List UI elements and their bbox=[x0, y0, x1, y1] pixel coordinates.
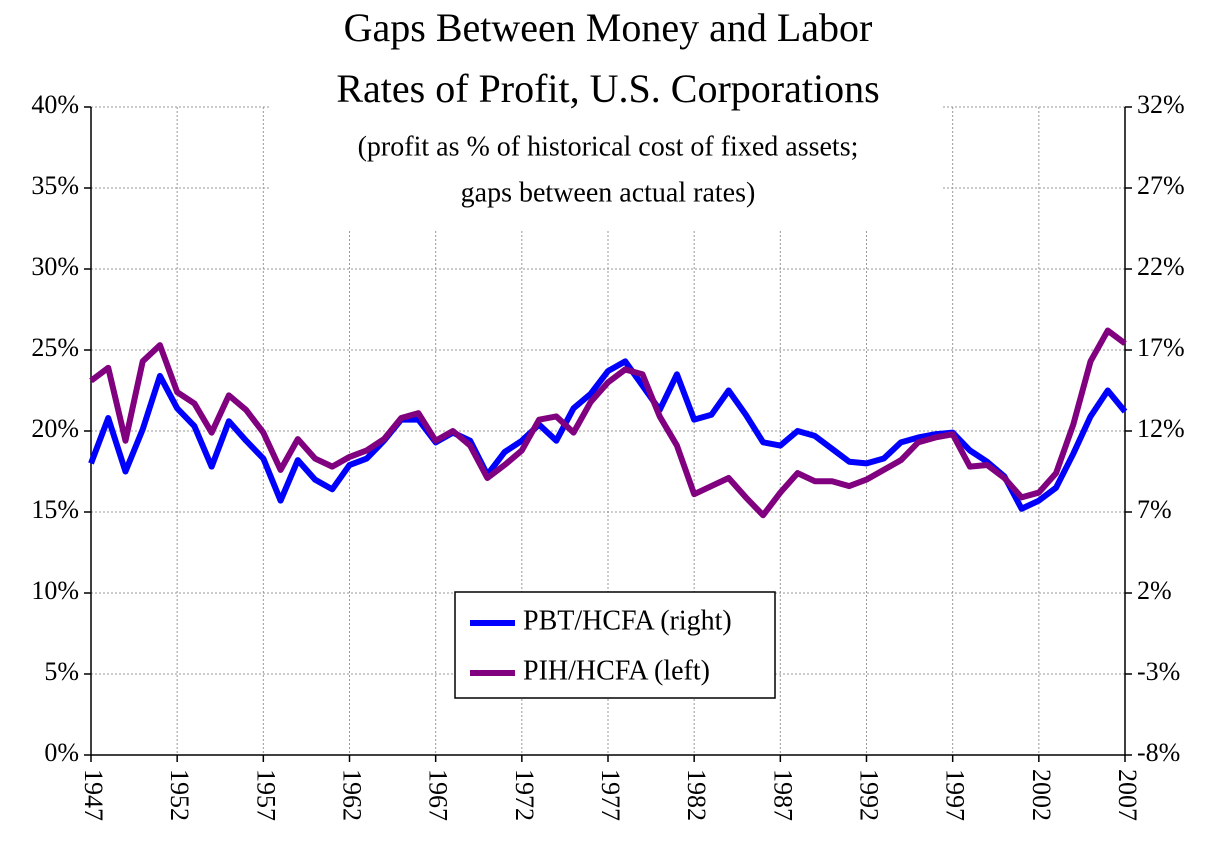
x-tick-label: 1997 bbox=[941, 769, 970, 821]
y2-tick-label: 12% bbox=[1137, 414, 1185, 443]
y-tick-label: 30% bbox=[31, 252, 79, 281]
y2-tick-label: 7% bbox=[1137, 495, 1172, 524]
x-tick-label: 1957 bbox=[251, 769, 280, 821]
y-tick-label: 10% bbox=[31, 576, 79, 605]
y2-tick-label: 2% bbox=[1137, 576, 1172, 605]
title-background bbox=[270, 0, 942, 230]
x-tick-label: 1952 bbox=[165, 769, 194, 821]
x-tick-label: 2007 bbox=[1113, 769, 1142, 821]
chart-subtitle: gaps between actual rates) bbox=[461, 177, 756, 208]
y-tick-label: 15% bbox=[31, 495, 79, 524]
y-tick-label: 5% bbox=[44, 657, 79, 686]
legend-label: PIH/HCFA (left) bbox=[523, 655, 710, 686]
x-tick-label: 1992 bbox=[855, 769, 884, 821]
x-tick-label: 1982 bbox=[682, 769, 711, 821]
x-tick-label: 1987 bbox=[768, 769, 797, 821]
x-tick-label: 1977 bbox=[596, 769, 625, 821]
y2-tick-label: 32% bbox=[1137, 90, 1185, 119]
x-tick-label: 1962 bbox=[338, 769, 367, 821]
legend-box bbox=[454, 591, 776, 699]
y-tick-label: 40% bbox=[31, 90, 79, 119]
data-line bbox=[89, 327, 1127, 519]
y2-tick-label: -3% bbox=[1137, 657, 1180, 686]
y-tick-label: 0% bbox=[44, 738, 79, 767]
y-tick-label: 25% bbox=[31, 333, 79, 362]
x-tick-label: 1947 bbox=[79, 769, 108, 821]
y2-tick-label: 22% bbox=[1137, 252, 1185, 281]
y-tick-label: 20% bbox=[31, 414, 79, 443]
y-tick-label: 35% bbox=[31, 171, 79, 200]
chart-title: Gaps Between Money and Labor bbox=[344, 5, 873, 50]
y2-tick-label: 17% bbox=[1137, 333, 1185, 362]
x-tick-label: 1972 bbox=[510, 769, 539, 821]
chart-subtitle: (profit as % of historical cost of fixed… bbox=[358, 131, 859, 162]
chart-title: Rates of Profit, U.S. Corporations bbox=[336, 66, 879, 111]
x-tick-label: 1967 bbox=[424, 769, 453, 821]
y2-tick-label: -8% bbox=[1137, 738, 1180, 767]
x-tick-label: 2002 bbox=[1027, 769, 1056, 821]
y2-tick-label: 27% bbox=[1137, 171, 1185, 200]
legend-label: PBT/HCFA (right) bbox=[523, 605, 732, 636]
